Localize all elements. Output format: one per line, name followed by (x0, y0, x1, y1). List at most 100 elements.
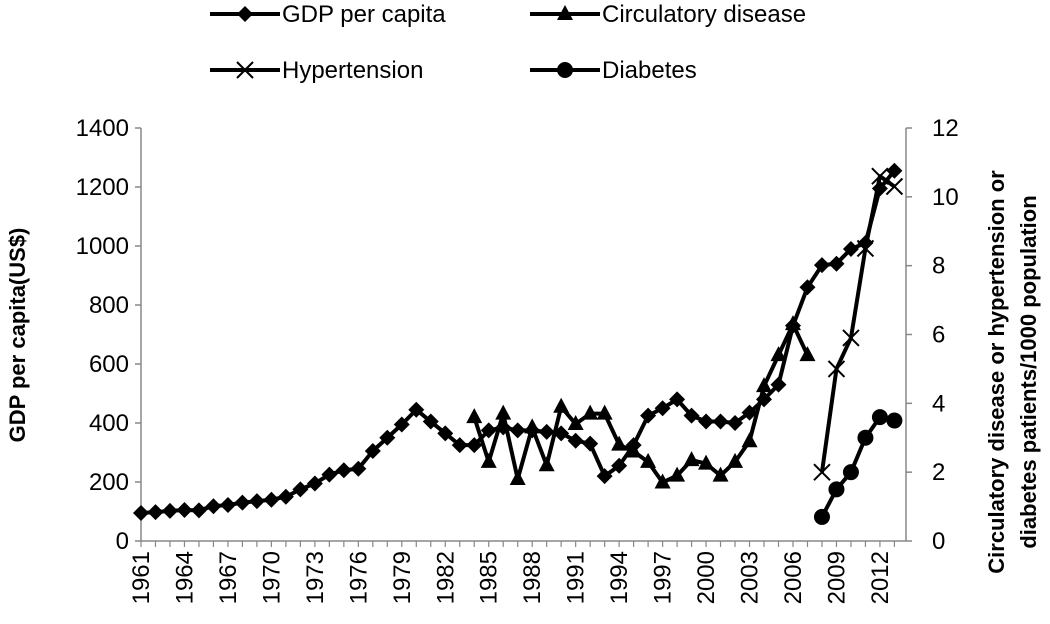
right-tick-label: 10 (932, 184, 959, 211)
legend-item-circulatory-disease: Circulatory disease (530, 1, 806, 28)
legend-item-gdp-per-capita: GDP per capita (210, 1, 446, 28)
circulatory-disease-point (553, 397, 570, 413)
gdp-per-capita-point (147, 504, 164, 521)
gdp-per-capita-point (842, 240, 859, 257)
gdp-per-capita-point (205, 498, 222, 515)
gdp-per-capita-point (219, 497, 236, 514)
diabetes-point (828, 481, 845, 498)
legend-item-diabetes: Diabetes (530, 57, 697, 84)
gdp-per-capita-point (466, 437, 483, 454)
x-tick-label: 1991 (563, 551, 590, 604)
gdp-per-capita-point (437, 425, 454, 442)
x-tick-label: 2003 (737, 551, 764, 604)
hypertension-point (871, 167, 889, 185)
gdp-per-capita-point (712, 413, 729, 430)
gdp-per-capita-point (480, 422, 497, 439)
hypertension-point (885, 177, 904, 196)
gdp-per-capita-point (248, 493, 265, 510)
circulatory-disease-point (712, 466, 729, 482)
x-tick-label: 1976 (345, 551, 372, 604)
left-tick-label: 600 (89, 351, 129, 378)
hypertension-point (827, 360, 846, 378)
gdp-per-capita-point (538, 423, 555, 440)
right-axis-title-line-1: Circulatory disease or hypertension or (984, 170, 1009, 574)
left-tick-labels: 0 200 400 600 800 1000 1200 1400 (76, 115, 141, 555)
left-tick-label: 800 (89, 292, 129, 319)
left-tick-label: 1400 (76, 115, 129, 142)
x-tick-label: 2006 (780, 551, 807, 604)
diabetes-point (842, 464, 859, 481)
x-tick-label: 2012 (867, 551, 894, 604)
gdp-per-capita-point (886, 162, 903, 179)
series-hypertension (813, 167, 904, 481)
diabetes-point (886, 412, 903, 429)
circulatory-disease-point (625, 442, 642, 458)
diabetes-point (813, 508, 830, 525)
circulatory-disease-point (640, 452, 657, 468)
gdp-per-capita-point (393, 416, 410, 433)
right-tick-label: 12 (932, 115, 959, 142)
gdp-per-capita-point (828, 255, 845, 272)
gdp-per-capita-point (611, 457, 628, 474)
circulatory-disease-point (582, 404, 599, 420)
gdp-per-capita-point (451, 437, 468, 454)
circulatory-disease-point (669, 466, 686, 482)
series-diabetes (813, 409, 903, 525)
gdp-per-capita-point (698, 413, 715, 430)
right-tick-labels: 0 2 4 6 8 10 12 (906, 115, 959, 555)
series-circulatory-disease (466, 315, 816, 489)
gdp-per-capita-point (741, 404, 758, 421)
circulatory-disease-point (698, 454, 715, 470)
gdp-per-capita-point (190, 502, 207, 519)
gdp-per-capita-point (422, 413, 439, 430)
gdp-per-capita-point (263, 491, 280, 508)
circulatory-disease-point (567, 414, 584, 430)
circulatory-disease-point (654, 473, 671, 489)
circulatory-disease-point (611, 435, 628, 451)
x-tick-labels: 1961 1964 1967 1970 1973 1976 1979 1982 1985 1988… (128, 541, 896, 604)
gdp-per-capita-point (567, 432, 584, 449)
left-tick-label: 400 (89, 410, 129, 437)
circulatory-disease-point (466, 408, 483, 424)
circulatory-disease-line (472, 322, 810, 485)
gdp-per-capita-point (727, 415, 744, 431)
x-tick-label: 1979 (389, 551, 416, 604)
left-axis-title: GDP per capita(US$) (5, 228, 30, 443)
hypertension-line (819, 174, 896, 473)
series-gdp-per-capita (133, 162, 903, 521)
diabetes-line (820, 415, 895, 518)
legend-label: Diabetes (602, 57, 697, 84)
gdp-per-capita-point (234, 494, 251, 511)
gdp-per-capita-point (335, 462, 352, 479)
circulatory-disease-point (799, 346, 816, 362)
circulatory-disease-point (770, 346, 787, 362)
gdp-per-capita-point (683, 407, 700, 424)
gdp-per-capita-point (161, 502, 178, 519)
circulatory-disease-point (524, 418, 541, 434)
circulatory-disease-point (741, 432, 758, 448)
legend-marker (557, 62, 573, 78)
x-tick-label: 1994 (606, 551, 633, 604)
left-tick-label: 1000 (76, 233, 129, 260)
gdp-per-capita-point (176, 502, 193, 519)
x-tick-label: 1961 (128, 551, 155, 604)
legend-marker (237, 6, 253, 22)
gdp-per-capita-point (277, 488, 294, 505)
legend: GDP per capita Circulatory disease Hyperte… (210, 1, 806, 84)
right-tick-label: 4 (932, 390, 945, 417)
gdp-per-capita-point (596, 468, 613, 485)
right-axis-title-line-2: diabetes patients/1000 population (1016, 195, 1041, 548)
gdp-per-capita-point (509, 422, 526, 439)
x-tick-label: 1964 (171, 551, 198, 604)
circulatory-disease-point (727, 452, 744, 468)
left-tick-label: 200 (89, 469, 129, 496)
diabetes-point (857, 429, 874, 446)
legend-label: Circulatory disease (602, 1, 806, 28)
x-tick-label: 1970 (258, 551, 285, 604)
x-tick-label: 1985 (476, 551, 503, 604)
gdp-per-capita-point (813, 257, 830, 274)
gdp-per-capita-point (306, 475, 323, 492)
gdp-per-capita-point (799, 279, 816, 296)
gdp-per-capita-line (140, 169, 896, 515)
